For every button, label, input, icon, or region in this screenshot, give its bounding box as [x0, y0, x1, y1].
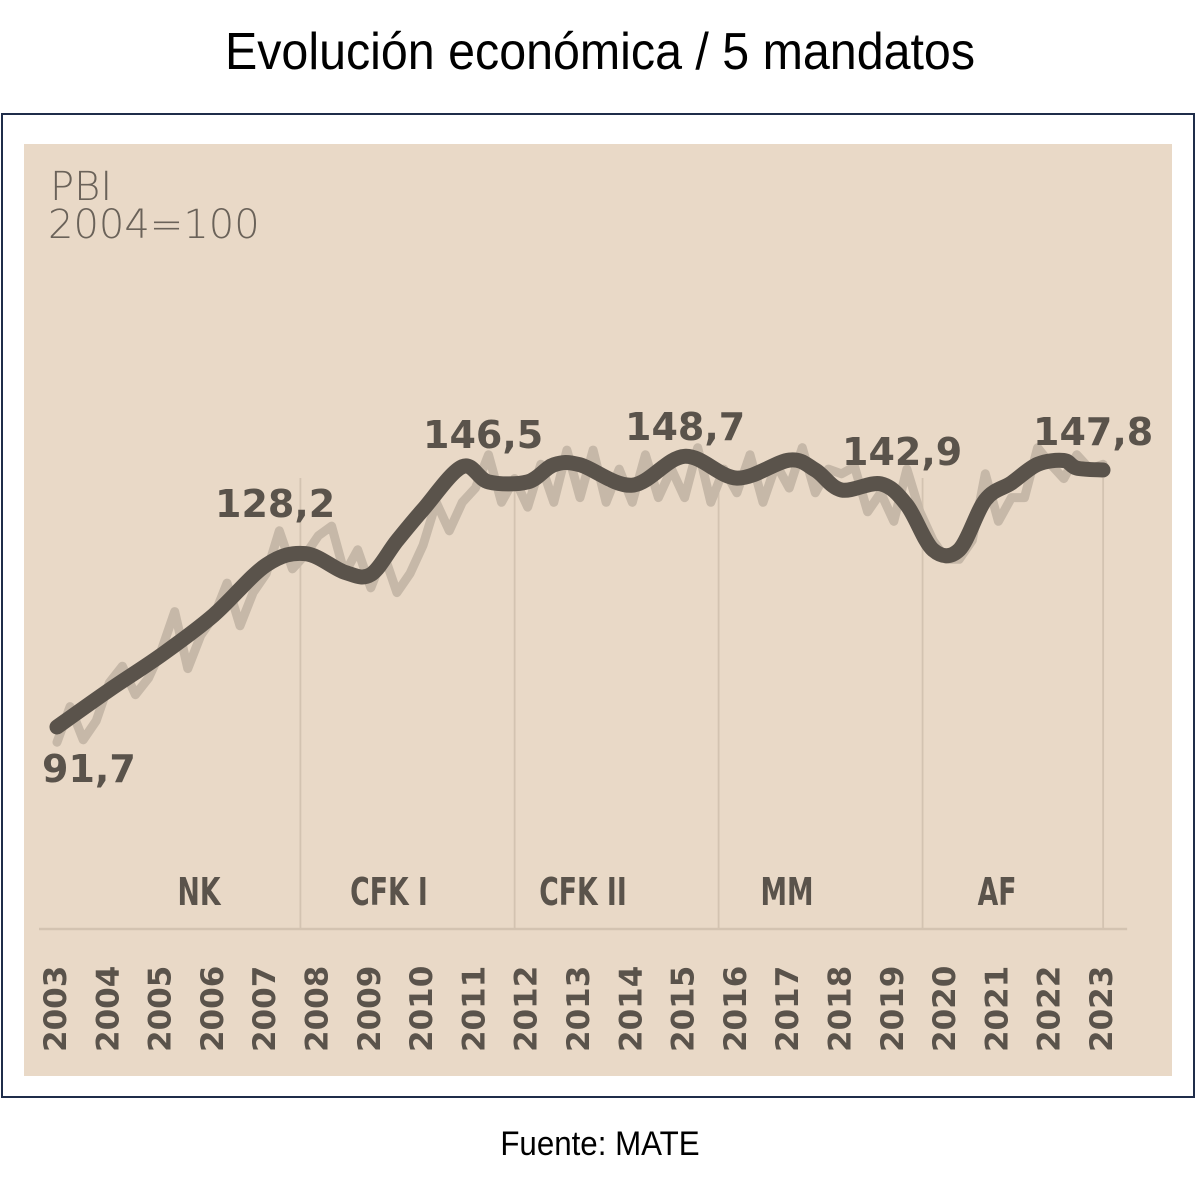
seasonal-series-line [52, 443, 1108, 747]
data-label: 148,7 [625, 405, 745, 449]
x-tick-label: 2021 [979, 966, 1015, 1052]
period-label: CFK I [350, 870, 428, 915]
x-tick-label: 2010 [404, 966, 440, 1052]
x-tick-label: 2006 [195, 966, 231, 1052]
data-label: 142,9 [842, 430, 962, 474]
period-label: AF [978, 870, 1017, 915]
period-label: MM [760, 870, 813, 915]
main-series-line [49, 448, 1111, 735]
x-tick-label: 2005 [143, 966, 179, 1052]
page-title: Evolución económica / 5 mandatos [224, 23, 976, 81]
x-tick-label: 2009 [352, 966, 388, 1052]
x-tick-label: 2004 [90, 966, 126, 1052]
data-label: 146,5 [423, 413, 543, 457]
x-tick-label: 2012 [509, 966, 545, 1052]
x-tick-label: 2018 [823, 966, 859, 1052]
x-tick-label: 2011 [456, 966, 492, 1052]
period-dividers [39, 478, 1128, 931]
x-tick-label: 2022 [1032, 966, 1068, 1052]
data-annotations: 91,7 128,2 146,5 148,7 142,9 147,8 [42, 405, 1153, 791]
x-tick-label: 2019 [875, 966, 911, 1052]
x-tick-label: 2008 [300, 966, 336, 1052]
x-tick-label: 2016 [718, 966, 754, 1052]
data-label: 147,8 [1033, 410, 1153, 454]
seasonal-series [52, 443, 1108, 747]
x-tick-label: 2023 [1084, 966, 1120, 1052]
source-note: Fuente: MATE [500, 1125, 700, 1163]
x-tick-label: 2014 [613, 966, 649, 1052]
x-tick-label: 2020 [927, 966, 963, 1052]
x-tick-label: 2015 [666, 966, 702, 1052]
main-series [49, 448, 1111, 735]
period-label: CFK II [539, 870, 627, 915]
x-tick-label: 2007 [247, 966, 283, 1052]
data-label: 128,2 [215, 482, 335, 526]
period-label: NK [178, 870, 222, 915]
x-axis-ticks: 2003 2004 2005 2006 2007 2008 2009 2010 2011 2012… [38, 966, 1120, 1052]
y-axis-label-line2: 2004=100 [48, 202, 260, 248]
period-labels: NK CFK I CFK II MM AF [178, 870, 1017, 915]
y-axis-label-line1: PBI [50, 164, 112, 210]
x-tick-label: 2013 [561, 966, 597, 1052]
data-label: 91,7 [42, 747, 136, 791]
x-tick-label: 2017 [770, 966, 806, 1052]
x-tick-label: 2003 [38, 966, 74, 1052]
